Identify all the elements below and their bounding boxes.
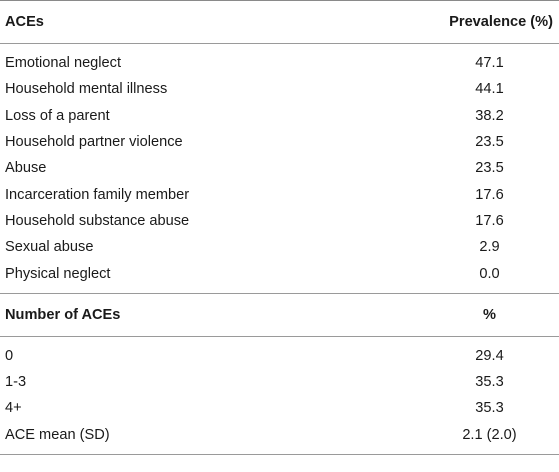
row-label: 0	[5, 347, 14, 364]
table-row: Sexual abuse 2.9	[0, 234, 559, 260]
row-value: 47.1	[475, 55, 504, 72]
table-row: Incarceration family member 17.6	[0, 181, 559, 207]
row-value: 35.3	[475, 374, 504, 391]
table-row: 1-3 35.3	[0, 369, 559, 395]
row-value: 29.4	[475, 347, 504, 364]
table-row: Household substance abuse 17.6	[0, 208, 559, 234]
row-label: Incarceration family member	[5, 186, 190, 203]
row-value: 2.1 (2.0)	[462, 426, 517, 443]
section2-header-rule	[0, 335, 559, 337]
section2-body: 0 29.4 1-3 35.3 4+ 35.3 ACE mean (SD) 2.…	[0, 337, 559, 454]
row-value: 0.0	[479, 265, 500, 282]
row-label: Physical neglect	[5, 265, 111, 282]
table-row: 0 29.4	[0, 343, 559, 369]
row-value: 17.6	[475, 212, 504, 229]
table-row: Household partner violence 23.5	[0, 129, 559, 155]
table-row: ACE mean (SD) 2.1 (2.0)	[0, 422, 559, 448]
row-value: 23.5	[475, 134, 504, 151]
row-label: Abuse	[5, 160, 47, 177]
section2-header-value: %	[483, 306, 496, 323]
row-value: 23.5	[475, 160, 504, 177]
top-rule	[0, 0, 559, 1]
table-row: Emotional neglect 47.1	[0, 50, 559, 76]
section1-header-row: ACEs Prevalence (%)	[0, 1, 559, 43]
row-label: Household mental illness	[5, 81, 168, 98]
table-row: Abuse 23.5	[0, 155, 559, 181]
row-label: Loss of a parent	[5, 107, 110, 124]
row-label: Household substance abuse	[5, 212, 190, 229]
row-value: 38.2	[475, 107, 504, 124]
section-divider-rule	[0, 292, 559, 294]
section1-header-value: Prevalence (%)	[449, 14, 553, 30]
row-label: 1-3	[5, 374, 27, 391]
section2-header-label: Number of ACEs	[5, 306, 121, 323]
row-value: 44.1	[475, 81, 504, 98]
row-label: 4+	[5, 400, 22, 417]
row-label: ACE mean (SD)	[5, 426, 110, 443]
row-label: Emotional neglect	[5, 55, 122, 72]
table-row: Loss of a parent 38.2	[0, 103, 559, 129]
section2-header-row: Number of ACEs %	[0, 294, 559, 336]
row-label: Sexual abuse	[5, 239, 94, 256]
section1-header-label: ACEs	[5, 14, 44, 30]
bottom-rule	[0, 453, 559, 455]
table-row: Household mental illness 44.1	[0, 76, 559, 102]
table-row: Physical neglect 0.0	[0, 260, 559, 286]
section1-body: Emotional neglect 47.1 Household mental …	[0, 44, 559, 293]
table-row: 4+ 35.3	[0, 395, 559, 421]
row-value: 35.3	[475, 400, 504, 417]
row-value: 17.6	[475, 186, 504, 203]
row-label: Household partner violence	[5, 134, 183, 151]
section1-header-rule	[0, 43, 559, 44]
row-value: 2.9	[479, 239, 500, 256]
